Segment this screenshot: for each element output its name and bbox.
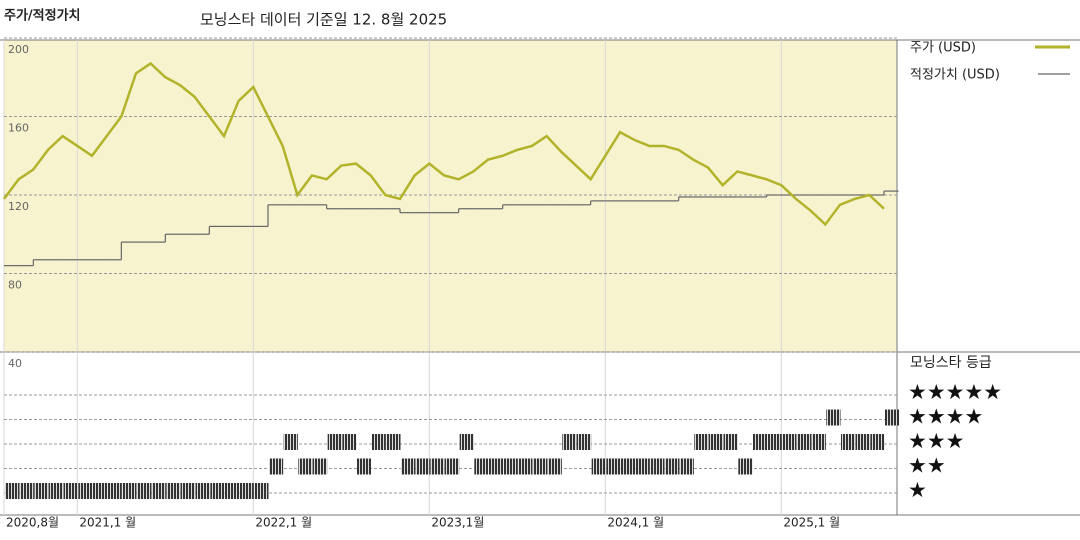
rating-bar	[137, 483, 152, 499]
rating-bar	[401, 458, 416, 475]
rating-bar	[357, 458, 372, 475]
rating-bar	[533, 458, 548, 475]
rating-bar	[151, 483, 166, 499]
x-tick-label: 2024,1 월	[607, 516, 664, 530]
rating-bar	[723, 434, 738, 450]
rating-bar	[342, 434, 357, 450]
rating-bar	[327, 434, 342, 450]
x-tick-label: 2022,1 월	[255, 516, 312, 530]
rating-bar	[269, 458, 284, 475]
rating-bar	[93, 483, 108, 499]
x-tick-label: 2025,1 월	[783, 516, 840, 530]
rating-bar	[826, 409, 841, 426]
y-tick-label: 120	[8, 200, 29, 213]
rating-bar	[195, 483, 210, 499]
rating-bar	[870, 434, 885, 450]
price-line	[2, 61, 885, 227]
rating-bar	[650, 458, 665, 475]
y-tick-label: 40	[8, 357, 22, 370]
rating-bar	[767, 434, 782, 450]
y-tick-label: 200	[8, 43, 29, 56]
rating-bar	[665, 458, 680, 475]
rating-bar	[753, 434, 768, 450]
legend-label: 주가 (USD)	[910, 41, 976, 56]
rating-bar	[621, 458, 636, 475]
rating-bar	[210, 483, 225, 499]
x-tick-label: 2020,8월	[6, 516, 59, 530]
rating-bar	[503, 458, 518, 475]
rating-bar	[518, 458, 533, 475]
rating-bar	[547, 458, 562, 475]
rating-bar	[254, 483, 269, 499]
rating-bar	[797, 434, 812, 450]
rating-bar	[885, 409, 900, 426]
rating-bar	[459, 434, 474, 450]
rating-bar	[445, 458, 460, 475]
rating-bar	[298, 458, 313, 475]
rating-label: ★★★★★	[908, 380, 1002, 404]
rating-label: ★★★★	[908, 405, 983, 429]
rating-bar	[606, 458, 621, 475]
rating-bar	[635, 458, 650, 475]
rating-bar	[782, 434, 797, 450]
rating-bar	[430, 458, 445, 475]
rating-bar	[577, 434, 592, 450]
rating-label: ★	[908, 478, 927, 502]
rating-bar	[562, 434, 577, 450]
x-tick-label: 2021,1 월	[79, 516, 136, 530]
rating-bar	[855, 434, 870, 450]
rating-bar	[166, 483, 181, 499]
rating-bar	[225, 483, 240, 499]
rating-label: ★★★	[908, 429, 964, 453]
chart-title: 주가/적정가치	[4, 8, 81, 24]
legend-label: 적정가치 (USD)	[910, 68, 1000, 83]
rating-bar	[694, 434, 709, 450]
rating-bar	[283, 434, 298, 450]
chart-subtitle: 모닝스타 데이터 기준일 12. 8월 2025	[200, 11, 447, 29]
price-panel	[4, 40, 897, 352]
y-tick-label: 80	[8, 279, 22, 292]
y-tick-label: 160	[8, 122, 29, 135]
rating-bar	[811, 434, 826, 450]
rating-label: ★★	[908, 454, 946, 478]
rating-bar	[489, 458, 504, 475]
rating-bar	[19, 483, 34, 499]
rating-bar	[49, 483, 64, 499]
rating-bar	[107, 483, 122, 499]
rating-title: 모닝스타 등급	[910, 355, 992, 371]
rating-bar	[474, 458, 489, 475]
rating-bar	[313, 458, 328, 475]
rating-bar	[591, 458, 606, 475]
x-tick-label: 2023,1월	[431, 516, 484, 530]
rating-bar	[5, 483, 20, 499]
rating-bar	[841, 434, 856, 450]
rating-bar	[122, 483, 137, 499]
rating-bar	[415, 458, 430, 475]
rating-bar	[78, 483, 93, 499]
rating-bar	[709, 434, 724, 450]
rating-bar	[181, 483, 196, 499]
rating-bar	[371, 434, 386, 450]
rating-bar	[239, 483, 254, 499]
rating-bar	[679, 458, 694, 475]
rating-bar	[386, 434, 401, 450]
rating-bar	[63, 483, 78, 499]
rating-bar	[738, 458, 753, 475]
rating-bar	[34, 483, 49, 499]
